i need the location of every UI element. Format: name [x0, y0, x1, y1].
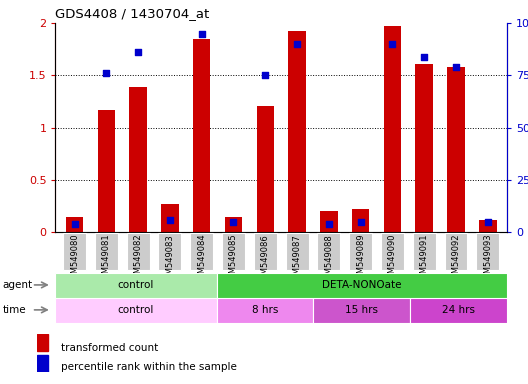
Bar — [193, 39, 211, 232]
Bar — [410, 298, 507, 323]
Text: GSM549082: GSM549082 — [134, 234, 143, 285]
FancyBboxPatch shape — [413, 233, 436, 270]
Text: control: control — [118, 280, 154, 290]
Text: GSM549083: GSM549083 — [165, 234, 174, 285]
Bar — [320, 211, 337, 232]
Text: GSM549081: GSM549081 — [102, 234, 111, 285]
Text: agent: agent — [3, 280, 33, 290]
Bar — [416, 64, 433, 232]
Point — [102, 70, 110, 76]
Text: GSM549087: GSM549087 — [293, 234, 301, 285]
Text: 15 hrs: 15 hrs — [345, 305, 378, 315]
Text: GSM549088: GSM549088 — [324, 234, 333, 285]
Text: GSM549084: GSM549084 — [197, 234, 206, 285]
Point — [197, 30, 206, 36]
Bar — [66, 217, 83, 232]
Text: GSM549085: GSM549085 — [229, 234, 238, 285]
Point — [452, 64, 460, 70]
Point — [293, 41, 301, 47]
Text: GSM549086: GSM549086 — [261, 234, 270, 285]
FancyBboxPatch shape — [476, 233, 499, 270]
Bar — [55, 273, 216, 298]
FancyBboxPatch shape — [127, 233, 149, 270]
Text: time: time — [3, 305, 26, 315]
Bar — [161, 204, 178, 232]
FancyBboxPatch shape — [445, 233, 467, 270]
Point — [356, 219, 365, 225]
Bar — [352, 209, 370, 232]
Bar — [225, 217, 242, 232]
Bar — [314, 298, 410, 323]
Point — [261, 72, 269, 78]
FancyBboxPatch shape — [95, 233, 118, 270]
Text: GSM549091: GSM549091 — [420, 234, 429, 285]
Point — [388, 41, 397, 47]
Point — [420, 53, 428, 60]
Point — [325, 221, 333, 227]
Bar — [216, 273, 507, 298]
Text: 24 hrs: 24 hrs — [442, 305, 475, 315]
Point — [484, 219, 492, 225]
Text: GSM549089: GSM549089 — [356, 234, 365, 285]
Point — [229, 219, 238, 225]
Text: GSM549090: GSM549090 — [388, 234, 397, 285]
Bar — [98, 110, 115, 232]
Bar — [257, 106, 274, 232]
Bar — [447, 67, 465, 232]
Bar — [479, 220, 496, 232]
FancyBboxPatch shape — [190, 233, 213, 270]
Text: transformed count: transformed count — [61, 343, 158, 353]
Text: 8 hrs: 8 hrs — [252, 305, 278, 315]
Bar — [384, 26, 401, 232]
Bar — [216, 298, 314, 323]
FancyBboxPatch shape — [286, 233, 308, 270]
Text: percentile rank within the sample: percentile rank within the sample — [61, 362, 237, 372]
FancyBboxPatch shape — [254, 233, 277, 270]
Point — [70, 221, 79, 227]
Text: GSM549093: GSM549093 — [483, 234, 492, 285]
Bar — [288, 31, 306, 232]
Bar — [37, 355, 48, 372]
FancyBboxPatch shape — [63, 233, 86, 270]
Text: DETA-NONOate: DETA-NONOate — [322, 280, 401, 290]
Text: GDS4408 / 1430704_at: GDS4408 / 1430704_at — [55, 7, 210, 20]
Point — [166, 217, 174, 223]
Bar — [129, 87, 147, 232]
FancyBboxPatch shape — [158, 233, 181, 270]
Bar — [55, 298, 216, 323]
Text: control: control — [118, 305, 154, 315]
Text: GSM549080: GSM549080 — [70, 234, 79, 285]
Point — [134, 49, 143, 55]
FancyBboxPatch shape — [222, 233, 245, 270]
Text: GSM549092: GSM549092 — [451, 234, 460, 285]
FancyBboxPatch shape — [349, 233, 372, 270]
FancyBboxPatch shape — [381, 233, 404, 270]
Bar — [37, 334, 48, 351]
FancyBboxPatch shape — [317, 233, 340, 270]
